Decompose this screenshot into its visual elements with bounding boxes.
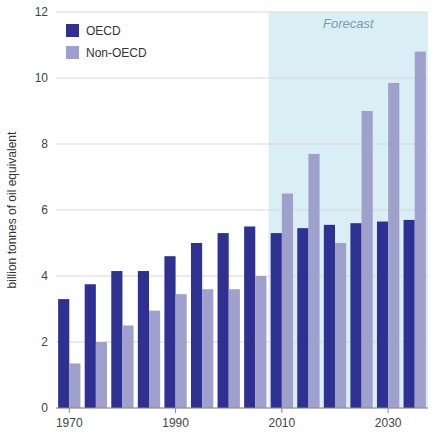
- bar: [191, 243, 202, 408]
- y-tick-label: 6: [41, 203, 48, 217]
- bar: [297, 228, 308, 408]
- bar: [149, 311, 160, 408]
- bar: [282, 194, 293, 409]
- legend-swatch: [66, 46, 79, 59]
- x-axis-line: [56, 408, 428, 409]
- bars: [58, 52, 426, 408]
- grid-line: [56, 78, 428, 79]
- bar: [362, 111, 373, 408]
- bar: [335, 243, 346, 408]
- bar: [69, 363, 80, 408]
- bar: [377, 222, 388, 408]
- y-axis-label: billion tonnes of oil equivalent: [5, 131, 19, 288]
- x-tick: [69, 408, 70, 413]
- bar: [85, 284, 96, 408]
- bar: [58, 299, 69, 408]
- bar: [176, 294, 187, 408]
- y-tick-label: 12: [35, 5, 49, 19]
- grid-line: [56, 408, 428, 409]
- legend: OECD Non-OECD: [66, 24, 147, 60]
- y-tick-label: 8: [41, 137, 48, 151]
- bar: [271, 233, 282, 408]
- legend-label: OECD: [86, 24, 121, 38]
- bar: [415, 52, 426, 408]
- legend-label: Non-OECD: [86, 46, 147, 60]
- x-tick-label: 1970: [56, 416, 83, 430]
- x-tick-label: 2010: [269, 416, 296, 430]
- bar: [111, 271, 122, 408]
- x-tick-label: 1990: [162, 416, 189, 430]
- grid-line: [56, 12, 428, 13]
- x-tick: [281, 408, 282, 413]
- bar: [202, 289, 213, 408]
- bar: [122, 326, 133, 409]
- y-tick-label: 2: [41, 335, 48, 349]
- bar: [324, 225, 335, 408]
- x-tick-label: 2030: [375, 416, 402, 430]
- bar: [96, 342, 107, 408]
- x-tick: [175, 408, 176, 413]
- bar: [388, 83, 399, 408]
- annotation: Forecast: [323, 16, 375, 31]
- legend-swatch: [66, 24, 79, 37]
- chart: 0 2 4 6 8 10 12 1970 1990 2010 2030 billion tonnes …: [0, 0, 438, 442]
- bar: [350, 223, 361, 408]
- y-tick-label: 0: [41, 401, 48, 415]
- y-tick-label: 10: [35, 71, 49, 85]
- bar: [404, 220, 415, 408]
- bar: [138, 271, 149, 408]
- bar: [308, 154, 319, 408]
- y-tick-label: 4: [41, 269, 48, 283]
- bar: [255, 276, 266, 408]
- bar: [164, 256, 175, 408]
- bar: [218, 233, 229, 408]
- bar: [244, 227, 255, 409]
- bar: [229, 289, 240, 408]
- x-tick: [388, 408, 389, 413]
